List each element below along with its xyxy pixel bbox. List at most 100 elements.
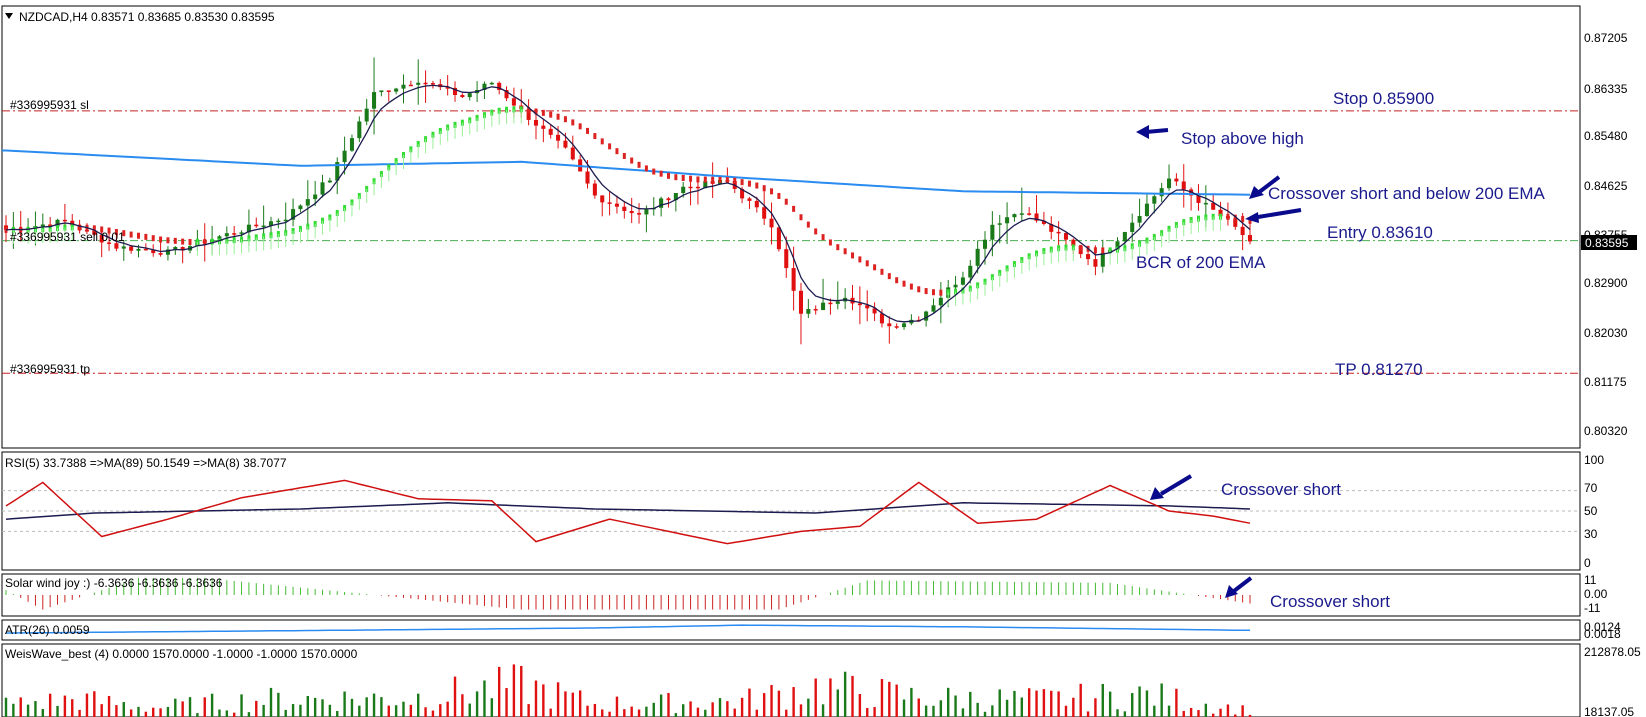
candle-body <box>121 246 126 249</box>
weis-bar <box>1020 697 1024 717</box>
weis-bar <box>1248 714 1252 717</box>
weis-bar <box>799 704 803 717</box>
trend-dot <box>924 288 928 295</box>
weis-bar <box>152 707 155 717</box>
candle-body <box>1071 239 1076 246</box>
candle-body <box>1049 223 1054 232</box>
trend-dot <box>100 226 104 233</box>
weis-bar <box>129 709 133 717</box>
candle-body <box>769 218 774 228</box>
trend-dot <box>703 176 707 183</box>
rsi-line <box>5 479 1251 545</box>
candle-body <box>408 84 413 87</box>
weis-bar <box>41 709 45 717</box>
trend-dot <box>541 109 545 116</box>
stop-annotation: Stop 0.85900 <box>1333 89 1434 108</box>
candle-body <box>982 239 988 249</box>
weis-bar <box>1116 709 1119 717</box>
weis-bar <box>571 692 574 717</box>
candle-body <box>416 82 421 85</box>
solar-histogram <box>5 578 1251 610</box>
trend-dot <box>821 234 825 241</box>
candle-body <box>821 302 826 311</box>
weis-bar <box>218 709 221 717</box>
weis-bar <box>446 701 449 717</box>
arrow-icon <box>1225 576 1253 598</box>
trend-dot <box>1093 247 1097 254</box>
trend-dot <box>615 148 619 155</box>
weis-bar <box>26 704 30 717</box>
trend-dot <box>696 176 700 183</box>
candle-body <box>379 90 384 93</box>
trend-dot <box>578 123 582 130</box>
trend-dot <box>718 176 722 183</box>
candle-body <box>151 250 156 254</box>
candle-body <box>695 186 700 189</box>
candle-body <box>968 265 973 278</box>
solar-level: 0.00 <box>1584 587 1608 601</box>
weis-bar <box>402 701 405 717</box>
candle-body <box>872 308 877 314</box>
trend-dot <box>151 235 155 242</box>
weis-bar <box>240 694 243 717</box>
weis-bar <box>328 704 332 717</box>
candle-body <box>114 243 119 249</box>
trend-dot <box>563 116 567 123</box>
candle-body <box>592 183 597 196</box>
candle-body <box>335 162 340 181</box>
sl-order-label: #336995931 sl <box>10 98 89 112</box>
weis-bar <box>1145 690 1149 717</box>
solar-annotation: Crossover short <box>1270 592 1390 611</box>
weis-bar <box>417 693 420 717</box>
trend-dot <box>777 192 781 199</box>
trend-dot <box>1226 213 1230 220</box>
weis-bar <box>866 708 869 717</box>
weis-bar <box>225 710 229 717</box>
trend-dot <box>814 228 818 235</box>
dropdown-icon[interactable] <box>5 13 13 19</box>
trend-dot <box>122 230 126 237</box>
candle-body <box>865 305 870 309</box>
candle-body <box>246 224 251 233</box>
trend-dot <box>674 174 678 181</box>
weis-bar <box>836 689 839 717</box>
candle-body <box>1019 213 1024 215</box>
weis-bar <box>431 710 435 717</box>
trend-dot <box>917 286 921 293</box>
candle-body <box>1122 231 1127 242</box>
weis-bar <box>711 702 714 717</box>
weis-bar <box>593 703 597 717</box>
rsi-level: 100 <box>1584 453 1604 467</box>
candle-body <box>92 230 97 235</box>
main-price-axis: 0.87205 0.86335 0.85480 0.84625 0.83755 … <box>1584 31 1628 438</box>
candle-body <box>644 209 649 215</box>
candle-body <box>703 181 708 189</box>
weis-bar <box>608 711 611 717</box>
candle-body <box>1233 218 1238 227</box>
candle-body <box>673 193 678 201</box>
trend-dot <box>166 237 170 244</box>
weis-bar <box>306 695 309 717</box>
weis-bar <box>439 704 442 717</box>
trend-dot <box>858 256 862 263</box>
weis-bar <box>483 680 486 717</box>
candle-body <box>1056 231 1061 234</box>
candle-body <box>688 186 693 189</box>
panel-weis-frame <box>1 643 1581 717</box>
candle-body <box>879 313 884 324</box>
trend-dot <box>659 170 663 177</box>
weis-bar <box>623 709 626 717</box>
arrow-icon <box>1249 175 1281 199</box>
weis-bar <box>387 705 390 717</box>
candle-body <box>887 323 892 327</box>
candle-body <box>681 186 686 194</box>
weis-bar <box>63 695 67 717</box>
stop-above-high-annotation: Stop above high <box>1181 129 1304 148</box>
candle-body <box>924 311 929 321</box>
weis-axis: 212878.05 18137.05 <box>1584 645 1641 717</box>
weis-bar <box>85 693 89 717</box>
arrow-icon <box>1150 474 1193 500</box>
weis-bar <box>851 675 854 717</box>
candle-body <box>217 236 222 240</box>
weis-bar <box>196 713 199 717</box>
